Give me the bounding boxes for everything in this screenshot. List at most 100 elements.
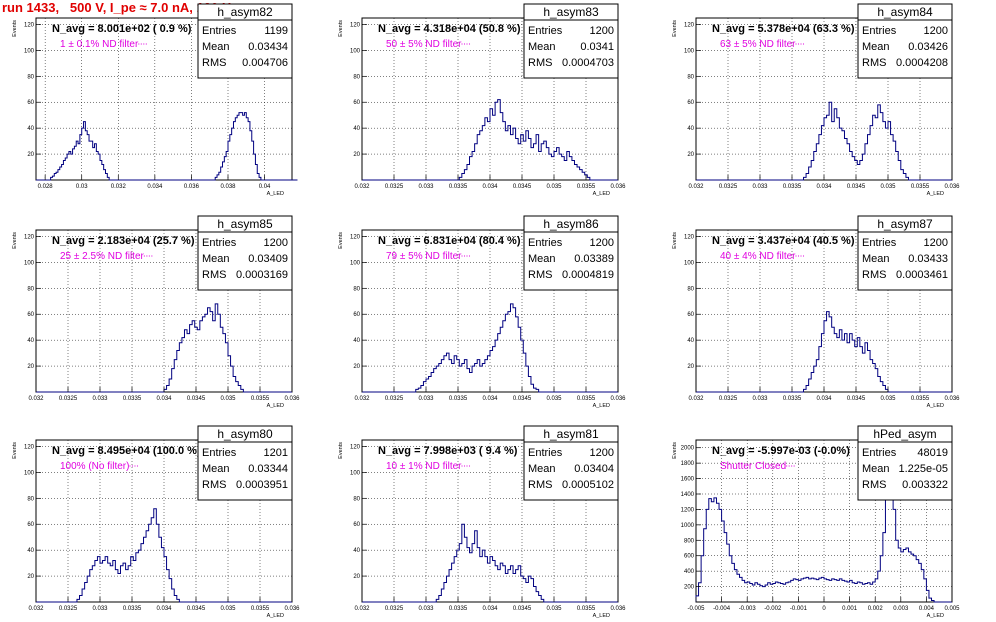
y-tick-label: 80 [353,496,360,502]
x-tick-label: 0.003 [893,606,909,612]
y-tick-label: 40 [27,548,34,554]
x-tick-label: 0.0325 [385,184,404,190]
filter-label: 100% (No filter) [60,461,129,472]
x-axis-label: A_LED [927,613,944,619]
filter-label: 40 ± 4% ND filter [720,251,796,262]
x-tick-label: 0.0325 [59,396,78,402]
x-tick-label: 0.0345 [847,184,866,190]
y-axis-label: Events [338,232,344,249]
y-tick-label: 100 [684,48,695,54]
stats-value: 1.225e-05 [898,463,948,475]
x-tick-label: 0.035 [546,396,562,402]
x-tick-label: 0.035 [880,396,896,402]
stats-value: 0.03409 [248,253,288,265]
x-tick-label: 0.033 [92,396,108,402]
stats-value: 1200 [924,237,948,249]
y-tick-label: 80 [687,286,694,292]
y-tick-label: 1800 [681,461,695,467]
x-tick-label: 0.035 [546,606,562,612]
stats-key: Mean [862,41,890,53]
x-tick-label: 0.032 [354,606,370,612]
x-tick-label: 0.034 [147,184,163,190]
y-axis-label: Events [12,20,18,37]
y-tick-label: 20 [353,574,360,580]
stats-key: Entries [528,25,563,37]
stats-value: 0.004706 [242,57,288,69]
x-tick-label: 0.035 [220,606,236,612]
stats-key: RMS [862,57,886,69]
y-tick-label: 100 [24,470,35,476]
y-axis-label: Events [12,232,18,249]
x-tick-label: 0.0335 [449,606,468,612]
stats-key: Mean [862,253,890,265]
y-tick-label: 1600 [681,477,695,483]
y-tick-label: 80 [27,496,34,502]
x-tick-label: 0.0325 [719,184,738,190]
y-tick-label: 20 [27,574,34,580]
y-tick-label: 40 [353,126,360,132]
y-tick-label: 120 [24,234,35,240]
stats-title: h_asym82 [217,5,273,19]
y-tick-label: 600 [684,554,695,560]
stats-key: Entries [862,447,897,459]
histogram-line [362,303,618,393]
x-tick-label: 0.036 [610,396,626,402]
x-tick-label: 0.0355 [251,606,270,612]
stats-value: 0.0003169 [236,269,288,281]
stats-value: 0.0004703 [562,57,614,69]
stats-key: Mean [202,41,230,53]
y-tick-label: 20 [27,364,34,370]
y-tick-label: 100 [350,260,361,266]
n-avg-label: N_avg = -5.997e-03 (-0.0%) [712,445,850,457]
histogram-panel-h_asym80: 0.032 0.0325 0.033 0.0335 0.034 0.0345 0.035 0.… [12,425,300,619]
n-avg-label: N_avg = 2.183e+04 (25.7 %) [52,235,195,247]
y-tick-label: 80 [353,74,360,80]
y-tick-label: 60 [353,100,360,106]
y-tick-label: 60 [353,522,360,528]
stats-value: 1200 [590,25,614,37]
stats-value: 0.0341 [580,41,614,53]
y-tick-label: 120 [684,234,695,240]
x-tick-label: 0 [822,606,826,612]
y-tick-label: 400 [684,569,695,575]
y-axis-label: Events [338,20,344,37]
x-axis-label: A_LED [267,403,284,409]
y-tick-label: 40 [353,548,360,554]
n-avg-label: N_avg = 7.998e+03 ( 9.4 %) [378,445,518,457]
stats-value: 0.03344 [248,463,288,475]
stats-box [523,425,619,501]
x-tick-label: 0.032 [688,396,704,402]
x-tick-label: 0.036 [610,606,626,612]
x-tick-label: 0.001 [842,606,858,612]
x-tick-label: 0.033 [418,184,434,190]
n-avg-label: N_avg = 3.437e+04 (40.5 %) [712,235,855,247]
stats-value: 1200 [924,25,948,37]
stats-key: Entries [202,447,237,459]
stats-value: 0.03433 [908,253,948,265]
stats-title: hPed_asym [873,427,936,441]
y-tick-label: 100 [350,470,361,476]
y-tick-label: 80 [687,74,694,80]
x-tick-label: 0.033 [752,184,768,190]
stats-title: h_asym85 [217,217,273,231]
stats-key: Mean [528,41,556,53]
stats-value: 48019 [917,447,948,459]
x-tick-label: 0.0335 [449,184,468,190]
x-tick-label: 0.034 [156,396,172,402]
y-tick-label: 200 [684,585,695,591]
x-axis-label: A_LED [593,403,610,409]
stats-title: h_asym86 [543,217,599,231]
y-tick-label: 100 [24,48,35,54]
stats-value: 0.03404 [574,463,614,475]
y-tick-label: 120 [350,444,361,450]
x-tick-label: 0.04 [259,184,271,190]
y-tick-label: 20 [687,364,694,370]
stats-key: Mean [528,253,556,265]
histogram-panel-h_asym86: 0.032 0.0325 0.033 0.0335 0.034 0.0345 0.035 0.… [338,215,626,409]
y-tick-label: 60 [353,312,360,318]
y-axis-label: Events [672,232,678,249]
x-tick-label: 0.0345 [187,606,206,612]
histogram-panel-h_asym83: 0.032 0.0325 0.033 0.0335 0.034 0.0345 0.035 0.… [338,3,626,197]
x-tick-label: 0.0325 [385,396,404,402]
x-tick-label: 0.0335 [783,396,802,402]
